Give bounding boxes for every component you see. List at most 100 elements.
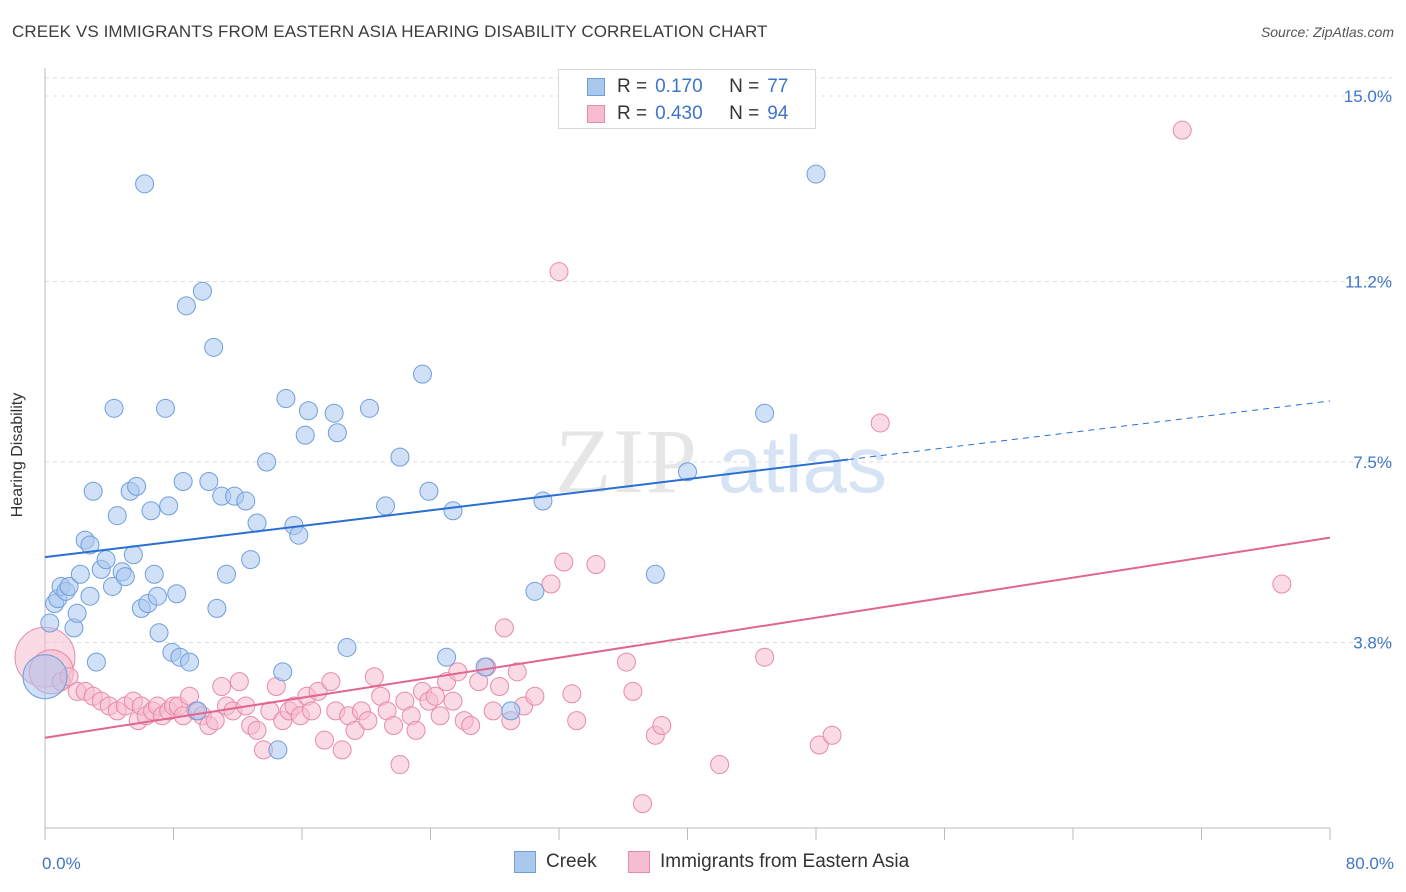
legend-item-immigrants[interactable]: Immigrants from Eastern Asia [628, 851, 909, 873]
r-label: R = [617, 103, 648, 124]
y-tick-label: 15.0% [1344, 87, 1392, 106]
point-creek [104, 398, 124, 418]
point-creek [289, 525, 309, 545]
point-creek [86, 652, 106, 672]
point-creek [149, 623, 169, 643]
immigrants-swatch [587, 105, 605, 123]
point-creek [192, 281, 212, 301]
n-value: 77 [767, 76, 789, 97]
point-immigrants [302, 701, 322, 721]
y-tick-label: 3.8% [1353, 634, 1392, 653]
point-creek [173, 472, 193, 492]
x-tick-label: 0.0% [42, 854, 81, 873]
series-creek-points [22, 164, 826, 760]
point-creek [501, 701, 521, 721]
point-creek [390, 447, 410, 467]
point-creek [70, 564, 90, 584]
point-creek [268, 740, 288, 760]
point-immigrants [870, 413, 890, 433]
point-creek [102, 576, 122, 596]
point-creek [327, 423, 347, 443]
point-creek [127, 476, 147, 496]
point-creek [141, 501, 161, 521]
point-creek [525, 581, 545, 601]
point-immigrants [549, 262, 569, 282]
x-tick-label: 80.0% [1346, 854, 1394, 873]
point-creek [419, 481, 439, 501]
point-creek [359, 398, 379, 418]
point-creek [159, 496, 179, 516]
point-creek [22, 654, 68, 700]
point-immigrants [822, 725, 842, 745]
point-immigrants [562, 684, 582, 704]
point-creek [80, 535, 100, 555]
point-immigrants [430, 706, 450, 726]
tick-labels: 3.8% 7.5% 11.2% 15.0% 0.0% 80.0% [42, 87, 1394, 873]
point-creek [273, 662, 293, 682]
point-creek [217, 564, 237, 584]
creek-swatch [514, 851, 536, 873]
legend-label-immigrants: Immigrants from Eastern Asia [660, 851, 910, 872]
point-immigrants [205, 711, 225, 731]
trend-lines [44, 400, 1331, 739]
point-creek [241, 550, 261, 570]
y-tick-label: 11.2% [1345, 272, 1392, 291]
point-immigrants [345, 720, 365, 740]
trendline-creek [44, 458, 849, 559]
point-immigrants [390, 755, 410, 775]
point-creek [376, 496, 396, 516]
immigrants-swatch [628, 851, 650, 873]
point-creek [412, 364, 432, 384]
point-immigrants [443, 691, 463, 711]
point-creek [236, 491, 256, 511]
legend-row-immigrants: R = 0.430 N = 94 [587, 102, 788, 126]
point-creek [207, 598, 227, 618]
legend-item-creek[interactable]: Creek [514, 851, 597, 873]
point-creek [188, 701, 208, 721]
point-immigrants [809, 735, 829, 755]
point-immigrants [755, 647, 775, 667]
point-creek [204, 337, 224, 357]
point-immigrants [541, 574, 561, 594]
point-creek [755, 403, 775, 423]
point-immigrants [247, 720, 267, 740]
r-value: 0.430 [655, 103, 703, 124]
point-creek [247, 513, 267, 533]
point-immigrants [710, 755, 730, 775]
point-immigrants [616, 652, 636, 672]
n-value: 94 [767, 103, 789, 124]
point-immigrants [567, 711, 587, 731]
source-label: Source: ZipAtlas.com [1260, 24, 1394, 40]
point-creek [176, 296, 196, 316]
point-immigrants [314, 730, 334, 750]
r-value: 0.170 [655, 76, 703, 97]
point-creek [83, 481, 103, 501]
point-creek [67, 603, 87, 623]
legend-series: Creek Immigrants from Eastern Asia [0, 851, 1406, 877]
point-immigrants [1272, 574, 1292, 594]
point-creek [96, 550, 116, 570]
point-immigrants [633, 794, 653, 814]
point-creek [678, 462, 697, 482]
point-creek [337, 637, 357, 657]
point-creek [107, 506, 127, 526]
point-immigrants [554, 552, 574, 572]
point-immigrants [586, 554, 606, 574]
point-creek [443, 501, 463, 521]
point-creek [324, 403, 344, 423]
point-immigrants [321, 672, 341, 692]
point-creek [144, 564, 164, 584]
point-immigrants [384, 716, 404, 736]
point-creek [199, 472, 219, 492]
point-immigrants [494, 618, 514, 638]
point-immigrants [332, 740, 352, 760]
point-creek [80, 586, 100, 606]
creek-swatch [587, 78, 605, 96]
point-creek [295, 425, 315, 445]
point-immigrants [364, 667, 384, 687]
point-creek [806, 164, 826, 184]
trendline-creek-extension [848, 400, 1331, 461]
point-immigrants [623, 681, 643, 701]
point-creek [135, 174, 155, 194]
